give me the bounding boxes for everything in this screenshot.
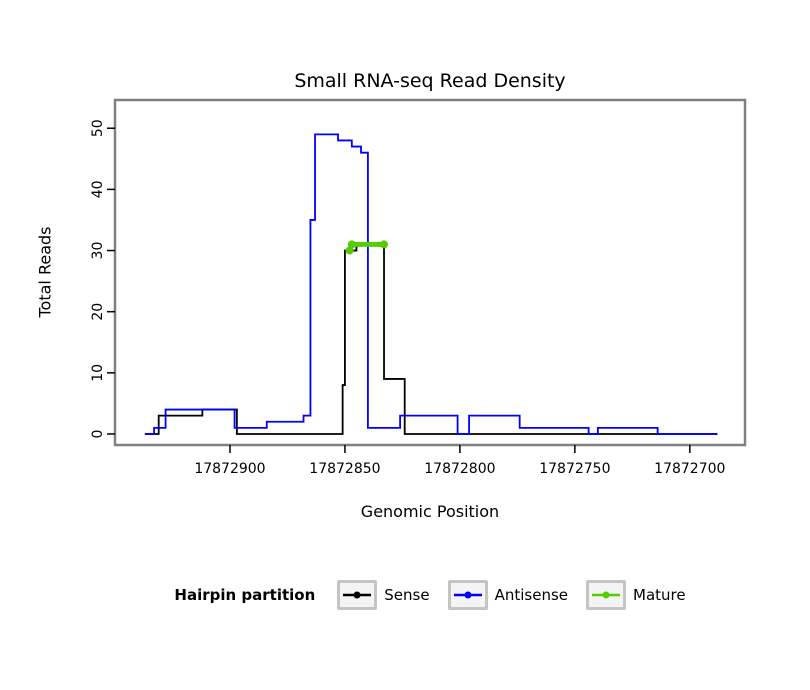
x-axis-label: Genomic Position bbox=[360, 502, 500, 521]
y-tick-label: 50 bbox=[90, 119, 106, 137]
series-mature-point bbox=[347, 240, 356, 249]
legend-label-sense: Sense bbox=[384, 586, 430, 604]
chart-title: Small RNA-seq Read Density bbox=[294, 70, 566, 92]
y-tick-label: 40 bbox=[90, 180, 106, 198]
panel-border bbox=[113, 98, 747, 447]
legend-item-mature: Mature bbox=[586, 580, 686, 610]
legend: Hairpin partition Sense Antisense Mature bbox=[75, 580, 785, 610]
series-mature-point bbox=[380, 240, 389, 249]
y-tick-label: 30 bbox=[90, 242, 106, 260]
legend-key-sense-icon bbox=[337, 580, 378, 610]
y-tick-label: 10 bbox=[90, 364, 106, 382]
legend-item-sense: Sense bbox=[337, 580, 430, 610]
legend-key-mature-icon bbox=[586, 580, 626, 610]
series-sense bbox=[144, 243, 718, 435]
legend-label-antisense: Antisense bbox=[494, 586, 568, 604]
x-tick-label: 17872700 bbox=[654, 461, 725, 477]
x-tick-label: 17872850 bbox=[309, 461, 380, 477]
series-mature-point bbox=[345, 246, 354, 255]
x-tick-label: 17872800 bbox=[424, 461, 495, 477]
legend-title: Hairpin partition bbox=[174, 586, 316, 604]
legend-label-mature: Mature bbox=[633, 586, 686, 604]
x-tick-label: 17872900 bbox=[194, 461, 265, 477]
y-tick-label: 0 bbox=[90, 430, 106, 439]
y-tick-label: 20 bbox=[90, 303, 106, 321]
legend-items: Sense Antisense Mature bbox=[337, 580, 686, 610]
legend-key-antisense-icon bbox=[447, 580, 488, 610]
y-axis-label: Total Reads bbox=[35, 226, 55, 318]
series-antisense bbox=[144, 133, 718, 435]
legend-item-antisense: Antisense bbox=[447, 580, 568, 610]
x-tick-label: 17872750 bbox=[539, 461, 610, 477]
